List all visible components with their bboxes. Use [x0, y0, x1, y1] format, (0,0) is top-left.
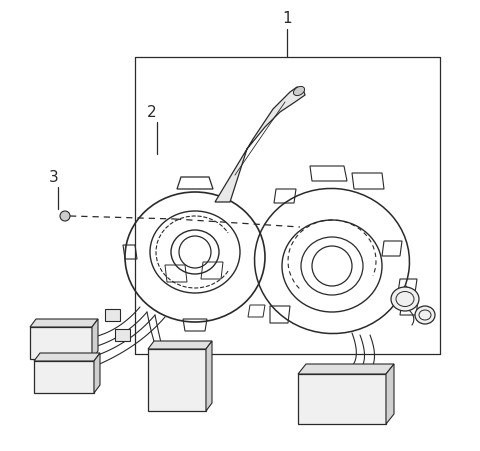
- Ellipse shape: [293, 87, 305, 97]
- Text: 1: 1: [282, 11, 292, 26]
- Polygon shape: [34, 361, 94, 393]
- Circle shape: [60, 212, 70, 221]
- Ellipse shape: [415, 306, 435, 324]
- Polygon shape: [206, 341, 212, 411]
- Polygon shape: [115, 329, 130, 341]
- Polygon shape: [215, 88, 305, 202]
- Polygon shape: [298, 364, 394, 374]
- Polygon shape: [386, 364, 394, 424]
- Polygon shape: [298, 374, 386, 424]
- Polygon shape: [30, 327, 92, 359]
- Polygon shape: [94, 353, 100, 393]
- Text: 3: 3: [49, 170, 59, 184]
- Polygon shape: [148, 341, 212, 349]
- Ellipse shape: [391, 287, 419, 311]
- Polygon shape: [105, 309, 120, 321]
- Polygon shape: [30, 319, 98, 327]
- Polygon shape: [148, 349, 206, 411]
- Polygon shape: [92, 319, 98, 359]
- Polygon shape: [34, 353, 100, 361]
- Text: 2: 2: [147, 105, 157, 120]
